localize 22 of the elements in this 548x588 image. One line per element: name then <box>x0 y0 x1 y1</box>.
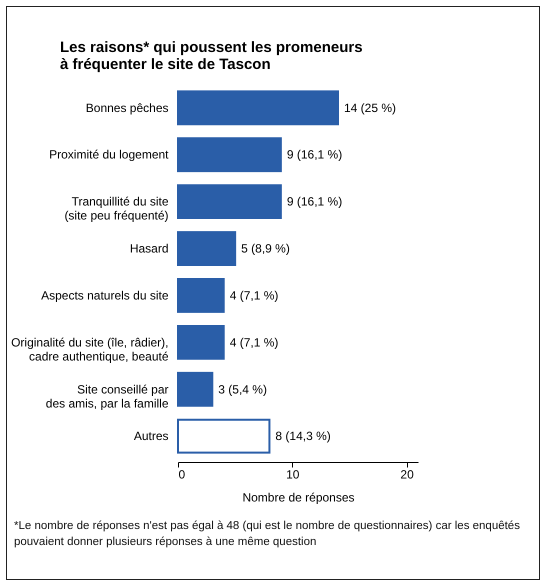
y-tick-label: Bonnes pêches <box>86 100 168 115</box>
x-tick-label: 20 <box>400 468 414 482</box>
y-tick-label: Proximité du logement <box>49 148 170 162</box>
y-tick-label: Originalité du site (île, râdier), cadre authentique, beauté <box>11 335 169 364</box>
data-label: 9 (16,1 %) <box>286 194 342 209</box>
y-tick-label: Site conseillé par des amis, par la famille <box>46 382 169 410</box>
x-tick-label: 10 <box>286 468 300 482</box>
y-tick-label: Aspects naturels du site <box>41 288 169 302</box>
data-label: 4 (7,1 %) <box>230 288 278 302</box>
text: *Le nombre de réponses n'est pas égal à 48 (qui est le nombre de questionnaires) car les enquêtés pouvaient donner plusieurs réponses à une même question <box>14 519 521 550</box>
data-label: 8 (14,3 %) <box>275 429 331 444</box>
data-label: 3 (5,4 %) <box>218 382 267 396</box>
data-label: 14 (25 %) <box>344 100 396 115</box>
chart-title: Les raisons* qui poussent les promeneurs à fréquenter le site de Tascon <box>60 39 363 73</box>
data-label: 4 (7,1 %) <box>230 335 278 350</box>
x-axis-title: Nombre de réponses <box>242 490 355 504</box>
y-tick-label: Hasard <box>130 242 168 256</box>
data-label: 9 (16,1 %) <box>286 148 342 162</box>
y-tick-label: Autres <box>134 429 168 444</box>
y-tick-label: Tranquillité du site (site peu fréquenté) <box>64 194 169 223</box>
x-tick-label: 0 <box>178 468 186 482</box>
data-label: 5 (8,9 %) <box>241 242 290 256</box>
